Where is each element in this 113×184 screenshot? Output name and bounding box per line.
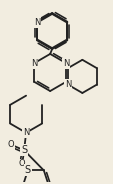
Text: N: N — [33, 17, 40, 26]
Text: N: N — [62, 59, 69, 68]
Text: S: S — [25, 165, 31, 176]
Text: N: N — [64, 80, 71, 89]
Text: N: N — [31, 59, 37, 68]
Text: N: N — [23, 128, 29, 137]
Text: O: O — [7, 140, 14, 149]
Text: O: O — [19, 160, 25, 169]
Text: S: S — [21, 145, 27, 155]
Text: N: N — [33, 18, 40, 27]
